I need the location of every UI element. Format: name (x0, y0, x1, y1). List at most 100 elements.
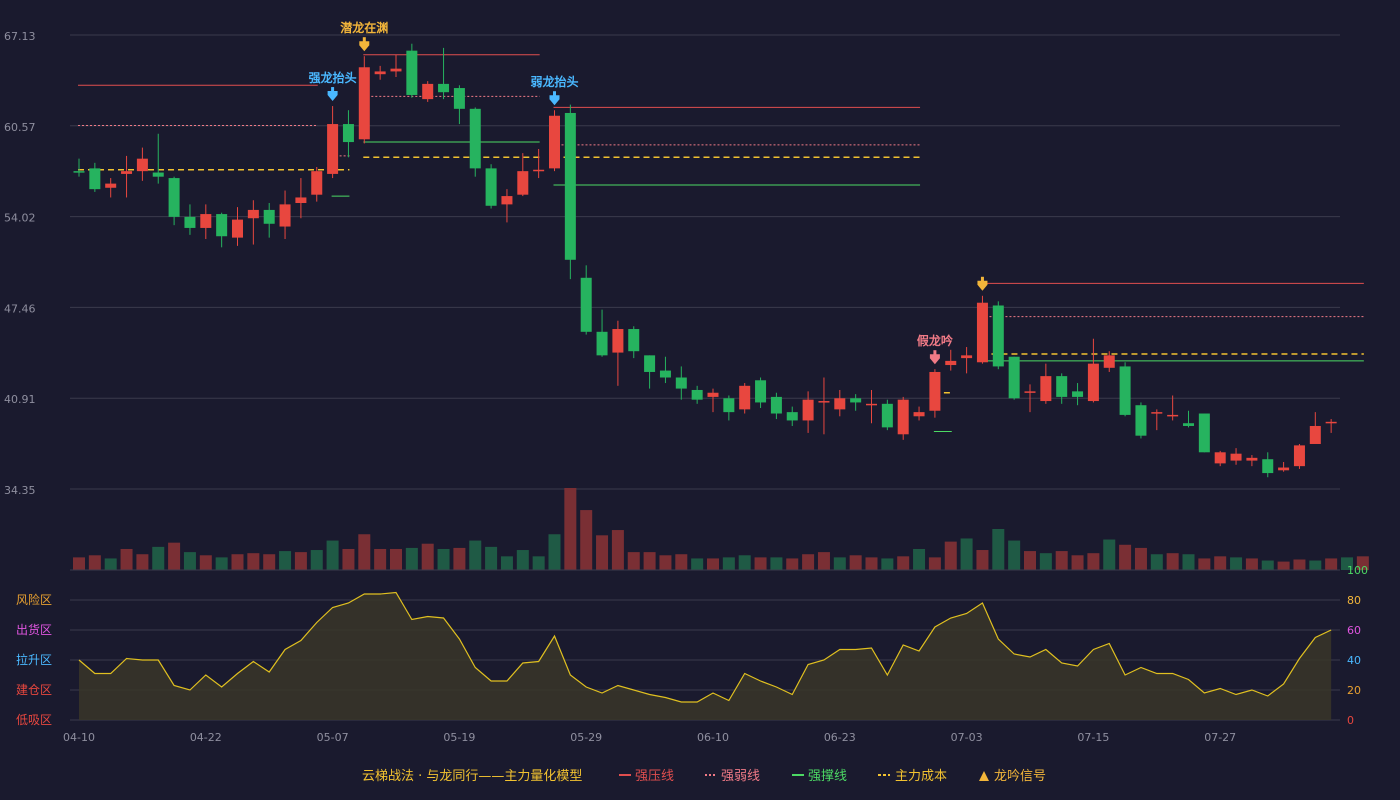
candle (121, 171, 133, 174)
candle (691, 389, 703, 400)
legend-model: 云梯战法 · 与龙同行——主力量化模型 (362, 769, 582, 784)
candle (913, 412, 925, 417)
volume-bar (849, 555, 862, 570)
volume-bar (928, 557, 941, 570)
volume-bar (326, 540, 339, 570)
candle (485, 168, 497, 206)
candle (232, 219, 243, 238)
candle (1246, 457, 1258, 461)
candle (1151, 412, 1163, 414)
candle (152, 172, 164, 177)
volume-bar (580, 510, 593, 570)
candle (723, 398, 735, 413)
volume-bar (675, 554, 688, 570)
candle (279, 204, 291, 227)
osc-tick-label: 20 (1347, 684, 1361, 697)
volume-bar (1055, 551, 1068, 570)
volume-bar (1356, 556, 1369, 570)
candle (89, 168, 101, 190)
candle (295, 197, 307, 203)
volume-bar (786, 558, 799, 570)
volume-bar (627, 552, 640, 570)
candle (549, 115, 560, 169)
legend: 云梯战法 · 与龙同行——主力量化模型 强压线 强弱线 强撑线 主力成本 龙吟信… (362, 768, 1046, 784)
volume-bar (548, 534, 561, 570)
candle (786, 412, 798, 421)
candle (1024, 391, 1036, 393)
osc-zone-label: 出货区 (16, 622, 52, 637)
annotation-label: 强龙抬头 (309, 70, 357, 85)
candle (1087, 363, 1099, 402)
volume-bar (374, 548, 387, 570)
volume-bar (976, 550, 989, 570)
volume-bar (865, 557, 878, 570)
candle (406, 50, 418, 95)
candle (628, 329, 640, 352)
osc-area (79, 592, 1332, 720)
volume-bar (1245, 558, 1258, 570)
candle (1198, 413, 1210, 453)
candle (1293, 445, 1305, 467)
y-tick-label: 47.46 (4, 302, 36, 315)
volume-bar (183, 552, 196, 570)
candle (976, 302, 988, 363)
volume-bar (802, 554, 815, 570)
x-tick-label: 06-10 (697, 731, 729, 744)
candle (342, 124, 354, 143)
osc-tick-label: 40 (1347, 654, 1361, 667)
volume-bar (1214, 556, 1227, 570)
candle (675, 377, 687, 389)
candle (929, 371, 941, 411)
candle (1214, 452, 1226, 464)
volume-bar (1166, 553, 1179, 570)
volume-bar (707, 558, 719, 570)
candle (200, 214, 212, 228)
candle (1135, 405, 1147, 436)
volume-bars (70, 488, 1369, 571)
volume-bar (263, 554, 276, 570)
candle (453, 88, 465, 109)
candle (1262, 459, 1274, 474)
x-tick-label: 04-10 (63, 731, 95, 744)
y-tick-label: 34.35 (4, 484, 36, 497)
volume-bar (1103, 539, 1116, 570)
volume-bar (247, 553, 260, 570)
volume-bar (611, 530, 624, 570)
candle (866, 403, 877, 406)
candle (216, 214, 228, 237)
y-tick-label: 67.13 (4, 30, 36, 43)
candle (1278, 467, 1290, 471)
candle (755, 380, 767, 403)
candle (834, 398, 846, 410)
osc-zone-label: 低吸区 (16, 713, 52, 727)
candle (818, 401, 830, 403)
volume-bar (152, 546, 165, 570)
volume-bar (500, 556, 513, 570)
date-axis: 04-10 04-22 05-07 05-19 05-29 06-10 06-23 07-03… (63, 731, 1236, 744)
volume-bar (596, 535, 609, 570)
candle (422, 83, 434, 100)
volume-bar (1087, 553, 1100, 570)
price-axis: 67.13 60.57 54.02 47.46 40.91 34.35 (4, 30, 36, 497)
candle (881, 403, 893, 428)
signal-arrow-icon (359, 41, 370, 52)
candle (564, 112, 576, 260)
volume-bar (770, 557, 783, 570)
volume-bar (516, 550, 529, 570)
osc-zone-label: 建仓区 (16, 683, 52, 697)
volume-bar (1230, 557, 1243, 570)
y-tick-label: 54.02 (4, 212, 36, 225)
candle (533, 169, 545, 172)
volume-bar (279, 551, 292, 570)
candle (1167, 414, 1179, 417)
legend-resistance: 强压线 (635, 769, 674, 784)
candle (1008, 356, 1020, 399)
volume-bar (738, 555, 751, 570)
candle (247, 209, 259, 219)
candle (770, 396, 782, 414)
volume-bar (960, 538, 973, 570)
volume-bar (817, 552, 830, 570)
volume-bar (1309, 560, 1322, 570)
